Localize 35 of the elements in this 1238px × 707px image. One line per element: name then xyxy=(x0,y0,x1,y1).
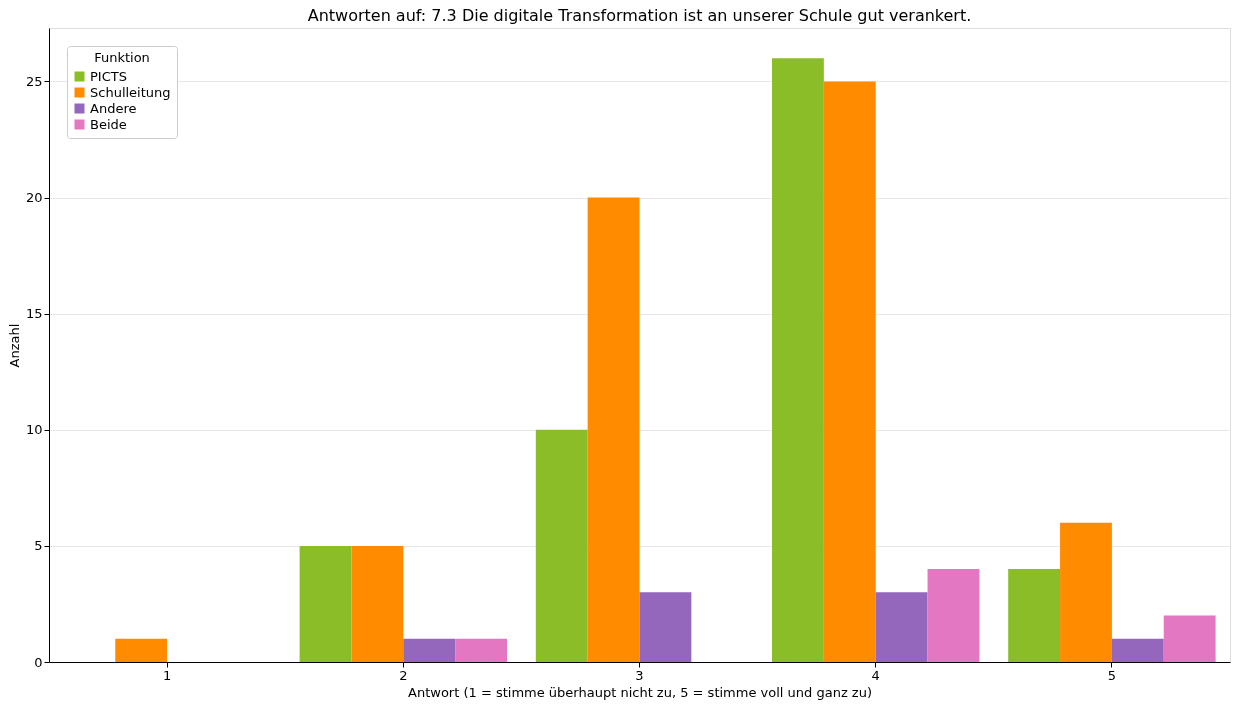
x-tick-label: 5 xyxy=(1107,667,1117,683)
bar xyxy=(875,592,928,662)
legend-label: PICTS xyxy=(90,68,127,84)
y-tick-label: 0 xyxy=(34,654,43,670)
bar xyxy=(535,429,588,662)
bar xyxy=(639,592,692,662)
bar xyxy=(115,638,168,662)
chart-title: Antworten auf: 7.3 Die digitale Transformation ist an unserer Schule gut verankert. xyxy=(307,6,972,25)
x-tick-label: 1 xyxy=(162,667,172,683)
bar xyxy=(299,545,352,662)
x-tick-label: 2 xyxy=(399,667,408,683)
x-tick-label: 3 xyxy=(635,667,644,683)
legend-label: Andere xyxy=(90,100,137,116)
x-axis-title: Antwort (1 = stimme überhaupt nicht zu, 5 = stimme voll und ganz zu) xyxy=(408,684,872,700)
y-tick-label: 15 xyxy=(25,306,43,322)
legend-label: Beide xyxy=(90,116,127,132)
bar xyxy=(587,197,640,662)
bar xyxy=(403,638,456,662)
bar xyxy=(1060,522,1112,662)
y-tick-label: 25 xyxy=(25,73,43,89)
bar xyxy=(1008,569,1061,662)
x-tick-label: 4 xyxy=(871,667,880,683)
bar xyxy=(455,638,507,662)
legend-label: Schulleitung xyxy=(90,84,171,100)
bar xyxy=(1111,638,1164,662)
bar xyxy=(927,569,980,662)
y-axis-title: Anzahl xyxy=(6,323,22,368)
bar xyxy=(772,58,824,662)
bar xyxy=(1163,615,1216,662)
bar xyxy=(351,545,404,662)
legend-title: Funktion xyxy=(94,50,150,65)
bar xyxy=(823,81,876,662)
y-tick-label: 10 xyxy=(25,422,43,438)
y-tick-label: 20 xyxy=(25,190,43,206)
y-tick-label: 5 xyxy=(34,538,43,554)
